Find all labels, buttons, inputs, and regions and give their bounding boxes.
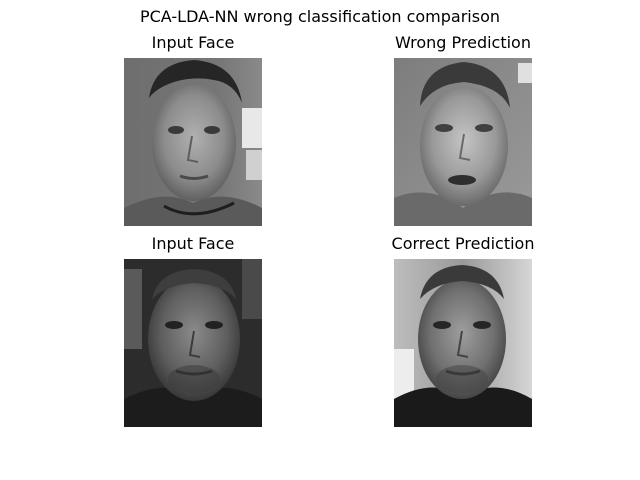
- face-image-wrong-prediction: [394, 58, 532, 226]
- panel-title-input-face-2: Input Face: [84, 234, 302, 254]
- figure-title: PCA-LDA-NN wrong classification comparis…: [0, 7, 640, 27]
- face-image-correct-prediction: [394, 259, 532, 427]
- panel-title-correct-prediction: Correct Prediction: [354, 234, 572, 254]
- face-image-input-1: [124, 58, 262, 226]
- panel-title-wrong-prediction: Wrong Prediction: [354, 33, 572, 53]
- face-image-input-2: [124, 259, 262, 427]
- panel-title-input-face-1: Input Face: [84, 33, 302, 53]
